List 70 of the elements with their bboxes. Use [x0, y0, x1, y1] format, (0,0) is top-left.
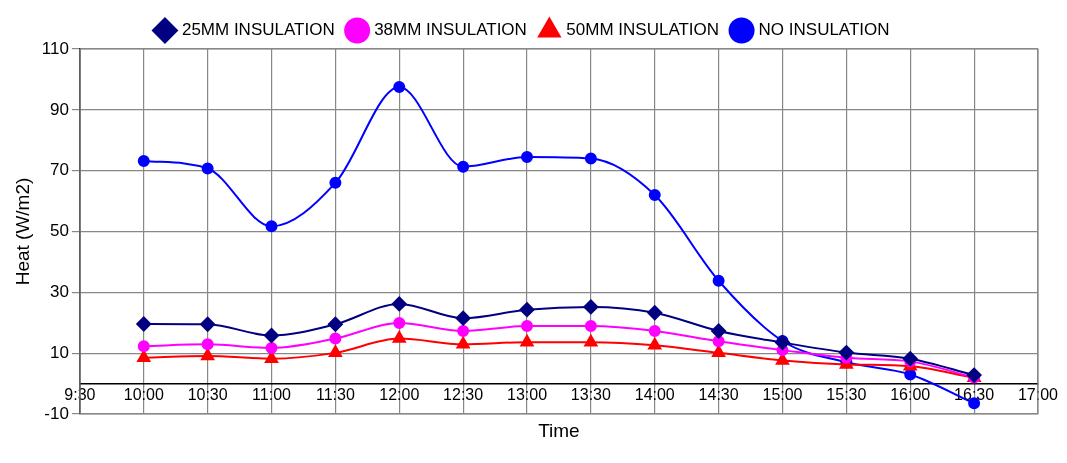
legend-label: 25MM INSULATION	[181, 20, 335, 40]
point	[583, 299, 599, 315]
point	[327, 316, 343, 332]
point	[201, 338, 214, 351]
point	[648, 324, 661, 337]
point	[393, 81, 406, 94]
point	[711, 323, 727, 339]
point	[265, 220, 278, 233]
y-tick-label: 90	[49, 99, 69, 119]
point	[391, 296, 407, 312]
x-tick-label: 13:30	[570, 385, 611, 403]
x-tick-label: 14:00	[634, 385, 675, 403]
point	[264, 351, 279, 363]
point	[584, 334, 598, 347]
point	[137, 154, 150, 167]
point	[456, 336, 470, 349]
point	[584, 320, 597, 333]
x-tick-label: 16:00	[890, 385, 931, 403]
y-tick-label: 110	[41, 38, 69, 58]
x-tick-label: 13:00	[506, 385, 548, 403]
point	[392, 331, 406, 343]
point	[201, 348, 215, 361]
point	[520, 334, 534, 347]
point	[838, 345, 854, 361]
point	[712, 274, 725, 287]
x-tick-label: 11:30	[315, 385, 355, 403]
point	[137, 340, 150, 353]
x-tick-label: 10:30	[187, 385, 228, 403]
point	[648, 189, 661, 201]
point	[521, 150, 534, 163]
x-tick-label: 12:00	[379, 385, 420, 403]
x-tick-label: 17:00	[1017, 385, 1059, 403]
x-tick-label: 14:30	[698, 385, 739, 403]
point	[519, 302, 535, 318]
point	[774, 335, 790, 351]
point	[457, 160, 470, 173]
legend-label: NO INSULATION	[758, 20, 890, 40]
point	[647, 305, 663, 321]
point	[264, 328, 280, 344]
point	[457, 324, 470, 337]
point	[521, 320, 534, 333]
point	[584, 152, 597, 165]
point	[455, 310, 471, 326]
point	[137, 350, 151, 362]
point	[329, 332, 342, 345]
point	[200, 316, 216, 332]
x-tick-label: 15:00	[762, 385, 803, 403]
point	[329, 176, 342, 189]
point	[902, 351, 918, 367]
legend-label: 50MM INSULATION	[566, 20, 720, 40]
y-tick-label: 30	[49, 282, 69, 302]
point	[328, 345, 343, 358]
legend-label: 38MM INSULATION	[374, 20, 527, 40]
x-tick-label: 12:30	[443, 385, 484, 403]
y-tick-label: 70	[49, 160, 69, 180]
x-axis-title: Time	[538, 420, 580, 442]
point	[648, 337, 662, 350]
y-axis-title: Heat (W/m2)	[11, 177, 33, 286]
x-tick-label: 10:00	[123, 385, 164, 403]
y-tick-label: -10	[44, 403, 69, 423]
point	[393, 317, 406, 330]
y-tick-label: 50	[49, 221, 69, 241]
point	[201, 162, 214, 175]
x-tick-label: 15:30	[826, 385, 867, 403]
y-tick-label: 10	[49, 342, 69, 362]
x-tick-label: 11:00	[252, 385, 292, 403]
point	[136, 316, 152, 332]
point	[711, 345, 726, 358]
point	[265, 342, 278, 354]
x-tick-label: 16:30	[954, 385, 995, 403]
